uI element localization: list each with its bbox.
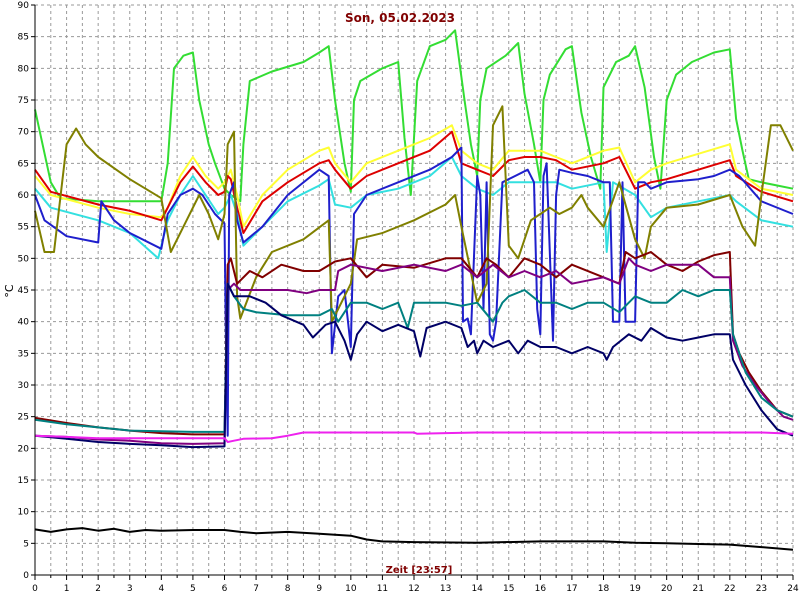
series-line-11 (34, 431, 794, 443)
data-series (34, 29, 794, 551)
y-tick-label: 80 (18, 64, 30, 74)
y-axis-label: °C (3, 284, 16, 298)
x-tick-label: 4 (158, 584, 164, 594)
x-tick-label: 9 (316, 584, 322, 594)
x-tick-label: 21 (693, 584, 704, 594)
x-tick-label: 3 (127, 584, 133, 594)
y-tick-label: 20 (18, 444, 30, 454)
y-tick-label: 5 (23, 539, 29, 549)
series-line-7 (34, 251, 794, 436)
y-tick-label: 90 (18, 1, 30, 11)
y-tick-label: 10 (18, 508, 30, 518)
x-tick-label: 20 (661, 584, 673, 594)
x-tick-label: 1 (64, 584, 70, 594)
x-tick-label: 5 (190, 584, 196, 594)
series-line-4 (34, 156, 794, 260)
y-tick-label: 55 (18, 223, 29, 233)
x-tick-label: 8 (285, 584, 291, 594)
series-line-6 (34, 105, 794, 323)
x-tick-label: 22 (724, 584, 735, 594)
x-tick-label: 13 (440, 584, 451, 594)
x-tick-label: 18 (598, 584, 610, 594)
y-tick-label: 50 (18, 254, 30, 264)
y-tick-label: 15 (18, 476, 29, 486)
x-tick-label: 2 (95, 584, 101, 594)
y-tick-label: 45 (18, 286, 29, 296)
x-tick-label: 6 (222, 584, 228, 594)
y-tick-label: 75 (18, 96, 29, 106)
x-tick-label: 23 (756, 584, 767, 594)
series-line-2 (34, 124, 794, 228)
y-tick-label: 70 (18, 128, 30, 138)
y-tick-label: 85 (18, 33, 29, 43)
series-line-12 (34, 527, 794, 551)
series-line-5 (34, 146, 794, 437)
x-tick-label: 16 (535, 584, 547, 594)
series-line-1 (34, 29, 794, 203)
y-tick-label: 35 (18, 349, 29, 359)
x-tick-label: 19 (629, 584, 641, 594)
x-tick-label: 14 (471, 584, 483, 594)
x-axis-label: Zeit [23:57] (386, 565, 453, 576)
y-tick-label: 0 (23, 571, 29, 581)
y-tick-label: 25 (18, 413, 29, 423)
y-tick-label: 30 (18, 381, 30, 391)
series-line-10 (34, 282, 794, 449)
y-tick-label: 60 (18, 191, 30, 201)
x-tick-label: 17 (566, 584, 577, 594)
x-tick-label: 11 (377, 584, 388, 594)
x-tick-label: 15 (503, 584, 514, 594)
axes (31, 4, 794, 580)
series-line-3 (34, 130, 794, 234)
x-tick-label: 10 (345, 584, 357, 594)
x-tick-label: 7 (253, 584, 259, 594)
y-tick-label: 40 (18, 318, 30, 328)
x-tick-label: 12 (408, 584, 419, 594)
x-tick-label: 24 (787, 584, 799, 594)
chart-title: Son, 05.02.2023 (345, 11, 455, 25)
x-tick-label: 0 (32, 584, 38, 594)
y-tick-label: 65 (18, 159, 29, 169)
